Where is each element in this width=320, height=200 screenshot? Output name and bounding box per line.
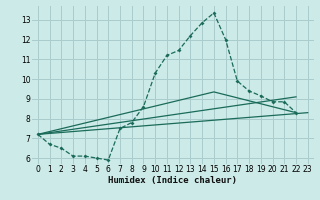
X-axis label: Humidex (Indice chaleur): Humidex (Indice chaleur): [108, 176, 237, 185]
